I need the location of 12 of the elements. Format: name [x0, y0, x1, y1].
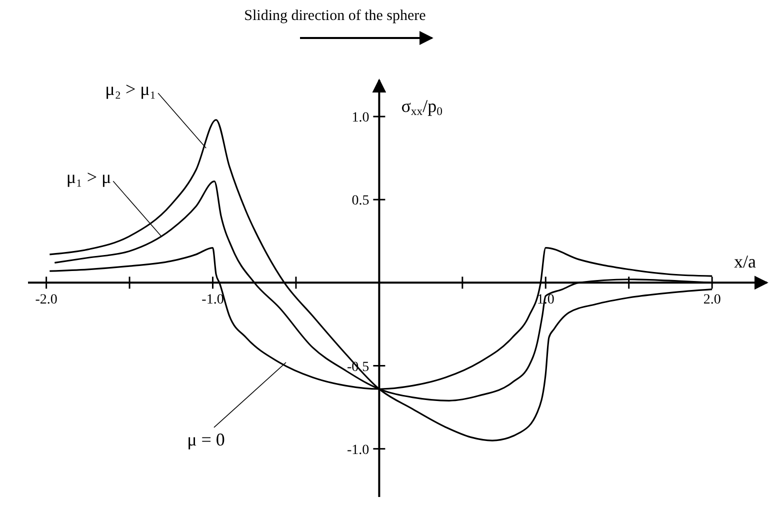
x-axis-title: x/a [734, 252, 756, 272]
chart-title: Sliding direction of the sphere [244, 8, 426, 24]
annotation: μ = 0 [187, 429, 225, 450]
y-axis-title: σ$_{xx}$/p$_{0}$ [401, 96, 443, 118]
y-tick-label: -1.0 [347, 442, 370, 458]
x-tick-label: 2.0 [703, 292, 721, 308]
annotation: μ₁ > μ [66, 167, 112, 188]
x-tick-label: -1.0 [202, 292, 224, 308]
y-tick-label: 1.0 [352, 110, 370, 126]
annotation: μ₂ > μ₁ [105, 79, 156, 100]
y-tick-label: 0.5 [352, 194, 370, 209]
x-tick-label: -2.0 [35, 292, 58, 308]
